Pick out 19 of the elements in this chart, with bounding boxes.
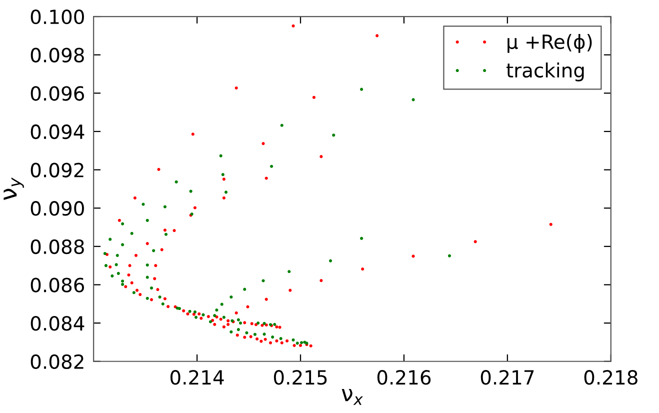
legend-label: tracking	[506, 62, 584, 82]
y-tick-label: 0.088	[30, 239, 84, 254]
x-tick-label: 0.218	[584, 370, 638, 385]
x-tick-label: 0.214	[170, 370, 224, 385]
x-tick-label: 0.215	[274, 370, 327, 385]
y-tick-label: 0.092	[30, 162, 84, 178]
legend-label: μ +Re(ϕ)	[508, 34, 592, 53]
y-tick-label: 0.096	[30, 86, 84, 101]
y-tick-label: 0.098	[30, 48, 84, 62]
y-tick-label: 0.090	[30, 201, 84, 216]
x-tick-label: 0.217	[480, 370, 534, 385]
y-axis-title: ν$_{y}$	[4, 177, 24, 200]
x-tick-label: 0.216	[377, 370, 431, 385]
y-tick-label: 0.094	[30, 124, 84, 140]
y-tick-label: 0.100	[30, 9, 84, 24]
y-tick-label: 0.082	[30, 354, 84, 370]
x-axis-title: ν$_{x}$	[342, 389, 363, 405]
y-tick-label: 0.084	[30, 316, 84, 331]
y-tick-label: 0.086	[30, 278, 84, 292]
